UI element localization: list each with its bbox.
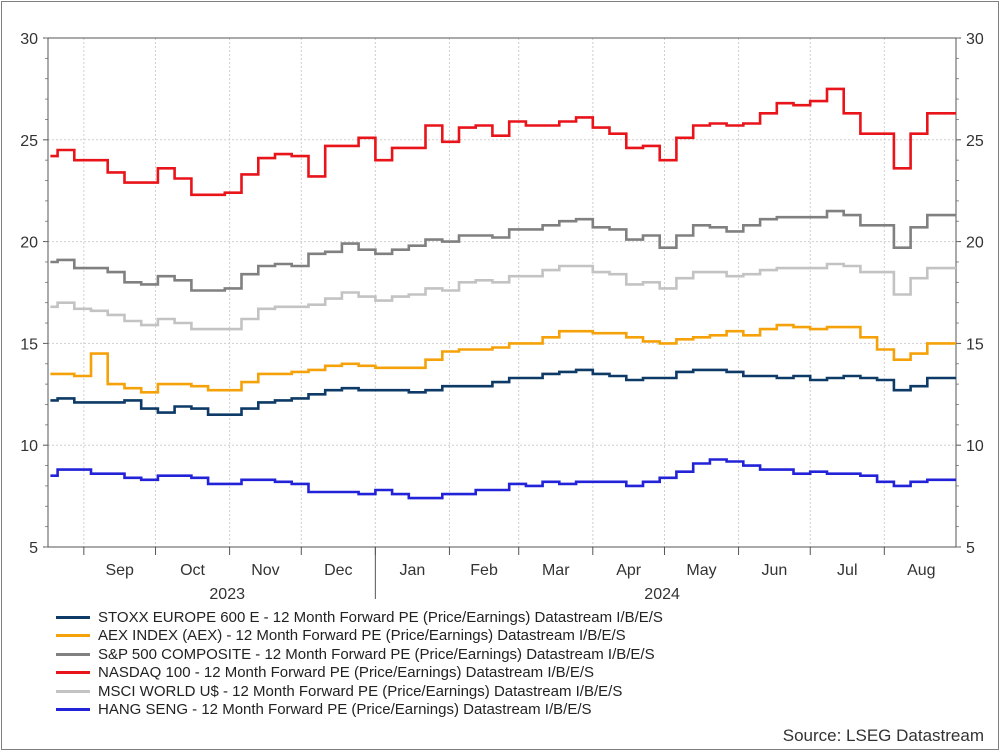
legend-swatch [56, 689, 90, 693]
legend-item: AEX INDEX (AEX) - 12 Month Forward PE (P… [56, 627, 663, 646]
x-tick-label: Mar [542, 562, 570, 579]
legend-item: MSCI WORLD U$ - 12 Month Forward PE (Pri… [56, 682, 663, 701]
series-line [50, 368, 956, 416]
x-tick-label: Nov [251, 562, 279, 579]
x-tick-label: May [686, 562, 716, 579]
legend-label: HANG SENG - 12 Month Forward PE (Price/E… [98, 701, 592, 719]
legend-swatch [56, 652, 90, 656]
x-tick-label: Jan [399, 562, 425, 579]
x-tick-label: Dec [324, 562, 352, 579]
source-credit: Source: LSEG Datastream [782, 726, 984, 745]
x-tick-label: Oct [180, 562, 205, 579]
y-tick-label-right: 5 [966, 540, 975, 557]
plot-border [47, 37, 957, 548]
legend-label: AEX INDEX (AEX) - 12 Month Forward PE (P… [98, 627, 626, 645]
legend-swatch [56, 615, 90, 619]
x-year-label: 2023 [209, 586, 245, 602]
legend-swatch [56, 671, 90, 675]
x-tick-label: Apr [616, 562, 642, 579]
legend-label: NASDAQ 100 - 12 Month Forward PE (Price/… [98, 664, 595, 682]
legend-swatch [56, 634, 90, 638]
y-tick-label-right: 25 [966, 133, 984, 150]
y-tick-label-left: 15 [20, 336, 38, 353]
y-tick-label-left: 20 [20, 235, 38, 252]
legend-item: S&P 500 COMPOSITE - 12 Month Forward PE … [56, 645, 663, 664]
line-chart: 5 5 10 10 15 15 20 20 25 25 30 30 Sep Oct Nov Dec Jan Feb… [20, 31, 984, 602]
y-tick-label-left: 25 [20, 133, 38, 150]
x-tick-label: Sep [105, 562, 134, 579]
series-line [50, 87, 956, 197]
axes [43, 37, 961, 599]
y-tick-label-right: 10 [966, 438, 984, 455]
series-line [50, 323, 956, 394]
x-tick-label: Aug [907, 562, 935, 579]
series-line [50, 209, 956, 292]
series-line [50, 458, 956, 500]
x-tick-label: Jul [837, 562, 857, 579]
tick-labels: 5 5 10 10 15 15 20 20 25 25 30 30 Sep Oct Nov Dec Jan Feb… [20, 31, 984, 602]
x-tick-label: Feb [470, 562, 498, 579]
legend: STOXX EUROPE 600 E - 12 Month Forward PE… [56, 608, 663, 719]
y-tick-label-left: 30 [20, 31, 38, 48]
legend-item: HANG SENG - 12 Month Forward PE (Price/E… [56, 701, 663, 720]
y-tick-label-right: 30 [966, 31, 984, 48]
y-tick-label-left: 5 [29, 540, 38, 557]
legend-label: S&P 500 COMPOSITE - 12 Month Forward PE … [98, 645, 655, 663]
legend-label: STOXX EUROPE 600 E - 12 Month Forward PE… [98, 608, 663, 626]
series-lines [50, 87, 956, 500]
x-year-label: 2024 [644, 586, 680, 602]
legend-item: NASDAQ 100 - 12 Month Forward PE (Price/… [56, 664, 663, 683]
x-tick-label: Jun [762, 562, 788, 579]
legend-label: MSCI WORLD U$ - 12 Month Forward PE (Pri… [98, 682, 623, 700]
series-line [50, 262, 956, 331]
y-tick-label-right: 20 [966, 235, 984, 252]
y-tick-label-left: 10 [20, 438, 38, 455]
legend-swatch [56, 708, 90, 712]
y-tick-label-right: 15 [966, 336, 984, 353]
legend-item: STOXX EUROPE 600 E - 12 Month Forward PE… [56, 608, 663, 627]
